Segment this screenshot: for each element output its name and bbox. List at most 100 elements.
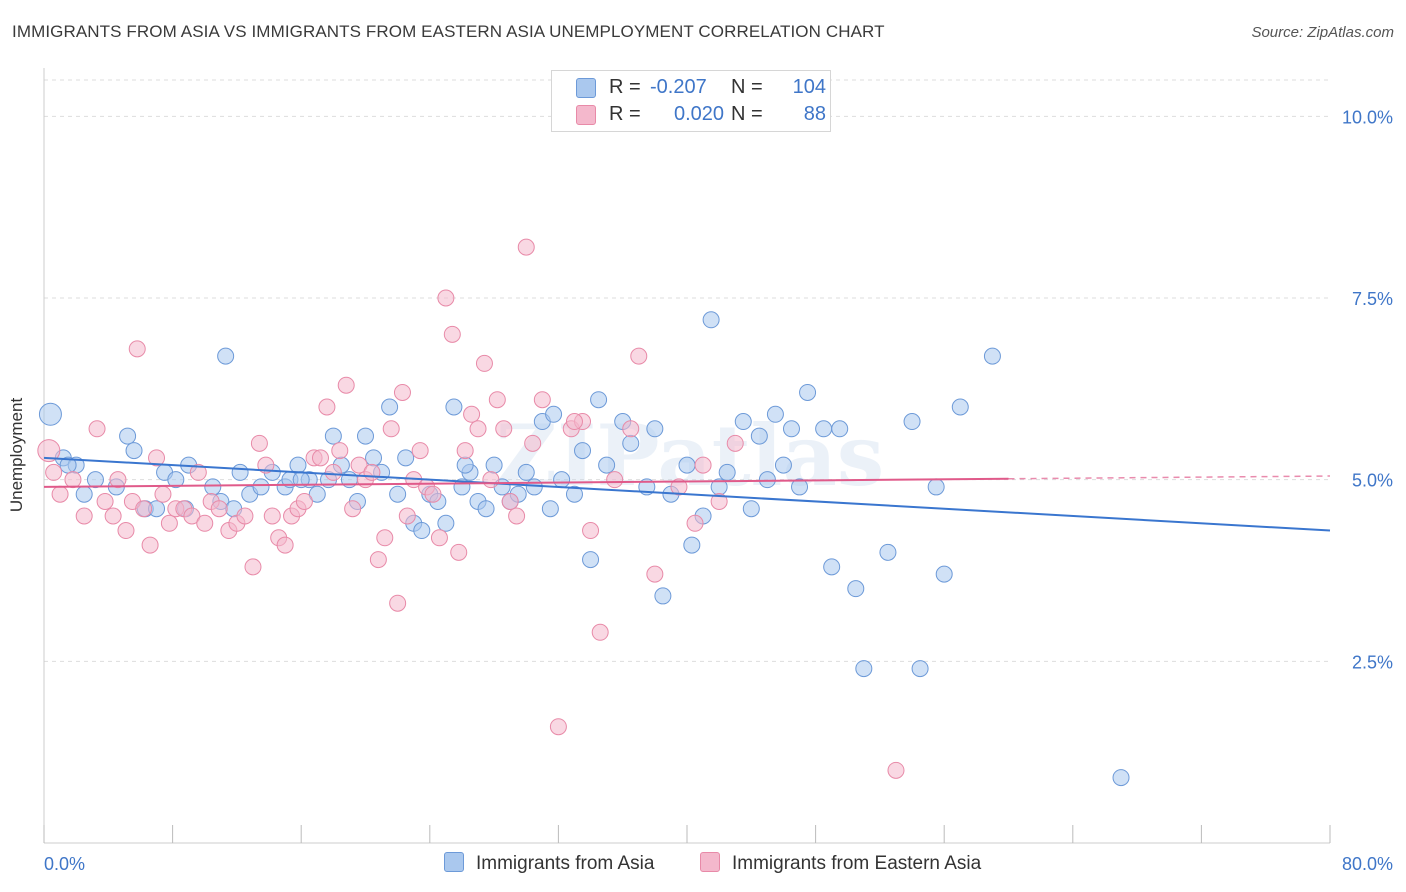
point-eastern-asia [250, 434, 268, 452]
point-asia [553, 471, 571, 489]
point-asia [646, 420, 664, 438]
point-asia [75, 485, 93, 503]
legend-r-label: R = [609, 76, 641, 98]
point-eastern-asia [488, 391, 506, 409]
legend-swatch-blue [576, 78, 596, 98]
point-asia [823, 558, 841, 576]
point-eastern-asia [295, 492, 313, 510]
point-asia [119, 427, 137, 445]
point-asia [654, 587, 672, 605]
point-eastern-asia [710, 492, 728, 510]
trendline-asia [43, 456, 1331, 532]
point-eastern-asia [189, 463, 207, 481]
point-eastern-asia [75, 507, 93, 525]
trendline-eastern-asia-extension [1008, 475, 1331, 480]
bottom-legend-label: Immigrants from Eastern Asia [732, 853, 982, 874]
point-eastern-asia [148, 449, 166, 467]
legend-n-label: N = [731, 76, 763, 98]
point-eastern-asia [686, 514, 704, 532]
point-eastern-asia [475, 354, 493, 372]
points-layer [37, 238, 1130, 787]
point-eastern-asia [369, 551, 387, 569]
point-asia [541, 500, 559, 518]
point-asia [565, 485, 583, 503]
point-asia [951, 398, 969, 416]
point-eastern-asia [337, 376, 355, 394]
point-eastern-asia [236, 507, 254, 525]
point-eastern-asia [389, 594, 407, 612]
point-eastern-asia [51, 485, 69, 503]
point-asia [758, 471, 776, 489]
point-eastern-asia [622, 420, 640, 438]
point-asia [252, 478, 270, 496]
point-asia [903, 413, 921, 431]
bottom-legend-swatch-pink [700, 852, 720, 872]
point-asia [397, 449, 415, 467]
point-asia [847, 580, 865, 598]
point-asia [983, 347, 1001, 365]
point-eastern-asia [630, 347, 648, 365]
bottom-legend-asia: Immigrants from Asia [444, 852, 654, 875]
point-asia [742, 500, 760, 518]
point-eastern-asia [210, 500, 228, 518]
point-eastern-asia [128, 340, 146, 358]
point-asia [38, 402, 62, 426]
point-asia [855, 660, 873, 678]
point-eastern-asia [694, 456, 712, 474]
point-eastern-asia [183, 507, 201, 525]
point-eastern-asia [398, 507, 416, 525]
point-asia [445, 398, 463, 416]
point-asia [702, 311, 720, 329]
point-asia [750, 427, 768, 445]
point-eastern-asia [565, 413, 583, 431]
point-eastern-asia [495, 420, 513, 438]
point-asia [477, 500, 495, 518]
point-asia [381, 398, 399, 416]
point-asia [774, 456, 792, 474]
point-asia [437, 514, 455, 532]
chart-title: IMMIGRANTS FROM ASIA VS IMMIGRANTS FROM … [12, 22, 885, 41]
point-asia [485, 456, 503, 474]
point-asia [308, 485, 326, 503]
point-eastern-asia [646, 565, 664, 583]
point-asia [879, 543, 897, 561]
point-eastern-asia [196, 514, 214, 532]
point-eastern-asia [517, 238, 535, 256]
point-asia [815, 420, 833, 438]
point-eastern-asia [726, 434, 744, 452]
point-eastern-asia [482, 471, 500, 489]
point-eastern-asia [382, 420, 400, 438]
correlation-legend: R = -0.207 N = 104 R = 0.020 N = 88 [551, 70, 831, 132]
point-asia [167, 471, 185, 489]
point-eastern-asia [456, 442, 474, 460]
y-axis-label: Unemployment [7, 397, 26, 513]
point-asia [413, 522, 431, 540]
point-eastern-asia [376, 529, 394, 547]
bottom-legend-eastern-asia: Immigrants from Eastern Asia [700, 852, 981, 875]
point-asia [766, 405, 784, 423]
legend-r-label: R = [609, 103, 641, 125]
point-asia [525, 478, 543, 496]
legend-swatch-pink [576, 105, 596, 125]
point-eastern-asia [582, 522, 600, 540]
point-eastern-asia [437, 289, 455, 307]
point-asia [590, 391, 608, 409]
legend-n-value: 88 [803, 103, 826, 125]
point-asia [357, 427, 374, 445]
bottom-legend-label: Immigrants from Asia [476, 853, 655, 874]
point-eastern-asia [331, 442, 349, 460]
point-asia [683, 536, 701, 554]
point-eastern-asia [117, 522, 135, 540]
point-asia [517, 463, 535, 481]
point-eastern-asia [324, 463, 342, 481]
point-asia [935, 565, 953, 583]
point-eastern-asia [887, 761, 905, 779]
trendline-eastern-asia [43, 477, 1009, 488]
point-asia [622, 434, 640, 452]
point-asia [545, 405, 563, 423]
point-eastern-asia [508, 507, 526, 525]
legend-r-value: 0.020 [674, 103, 725, 125]
point-eastern-asia [96, 492, 114, 510]
y-tick-label: 2.5% [1352, 652, 1393, 672]
